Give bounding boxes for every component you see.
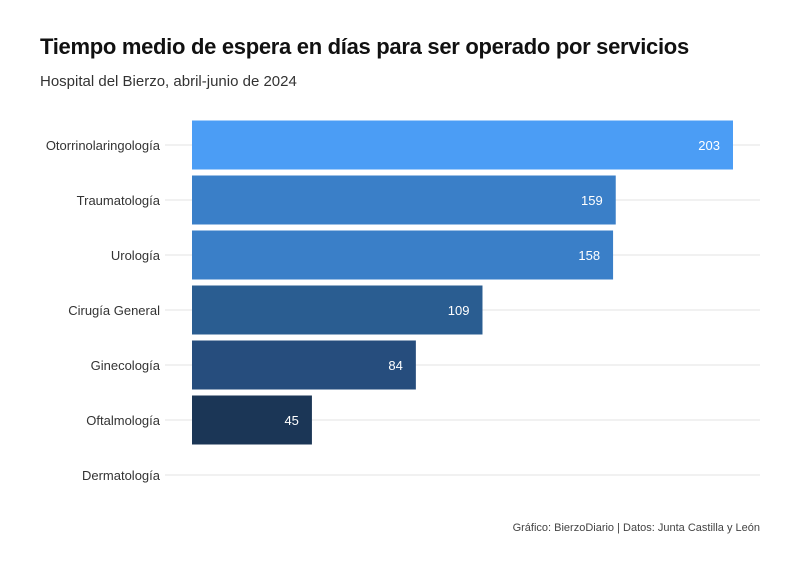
category-label-traumatologia: Traumatología [77, 193, 161, 208]
bar-otorrinolaringologia [192, 120, 733, 170]
value-label-ginecologia: 84 [388, 358, 402, 373]
bar-urologia [192, 230, 614, 280]
value-label-otorrinolaringologia: 203 [698, 138, 720, 153]
category-label-oftalmologia: Oftalmología [86, 413, 160, 428]
bar-cirugia-general [192, 285, 483, 335]
category-label-dermatologia: Dermatología [82, 468, 161, 483]
chart-subtitle: Hospital del Bierzo, abril-junio de 2024 [40, 73, 297, 90]
bar-oftalmologia [192, 395, 312, 445]
category-label-ginecologia: Ginecología [91, 358, 161, 373]
category-label-urologia: Urología [111, 248, 161, 263]
chart-title: Tiempo medio de espera en días para ser … [40, 34, 689, 59]
value-label-traumatologia: 159 [581, 193, 603, 208]
value-label-oftalmologia: 45 [284, 413, 298, 428]
category-label-cirugia-general: Cirugía General [68, 303, 160, 318]
chart-caption: Gráfico: BierzoDiario | Datos: Junta Cas… [512, 522, 760, 534]
value-label-cirugia-general: 109 [448, 303, 470, 318]
bar-traumatologia [192, 175, 616, 225]
bar-ginecologia [192, 340, 416, 390]
value-label-urologia: 158 [578, 248, 600, 263]
category-label-otorrinolaringologia: Otorrinolaringología [46, 138, 161, 153]
